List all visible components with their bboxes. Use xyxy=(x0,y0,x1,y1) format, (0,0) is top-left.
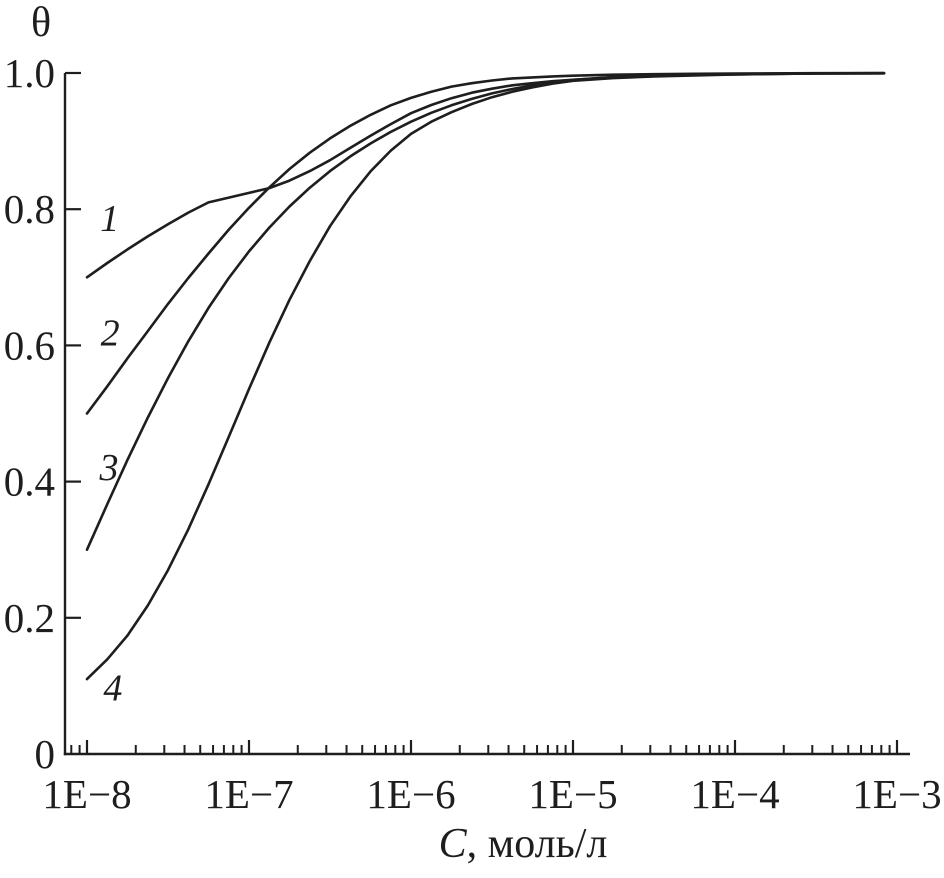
x-axis-title-units: , моль/л xyxy=(467,821,608,867)
y-tick-label: 0.4 xyxy=(4,459,55,505)
curve-4 xyxy=(85,72,886,681)
curve-label-3: 3 xyxy=(99,447,119,489)
x-tick-label: 1E−3 xyxy=(852,771,941,817)
y-axis-title: θ xyxy=(31,0,51,46)
y-tick-label: 0.2 xyxy=(4,595,55,641)
curve-3 xyxy=(85,71,886,552)
x-tick-label: 1E−8 xyxy=(42,771,131,817)
curve-2 xyxy=(85,71,886,415)
curve-label-4: 4 xyxy=(103,667,122,709)
y-tick-label: 0 xyxy=(35,731,56,777)
x-axis-title-symbol: C xyxy=(439,821,468,867)
curve-1 xyxy=(85,72,886,279)
x-tick-label: 1E−4 xyxy=(690,771,779,817)
axis-ticks xyxy=(65,71,899,754)
x-tick-label: 1E−7 xyxy=(204,771,293,817)
curve-label-1: 1 xyxy=(100,198,119,240)
axes xyxy=(63,73,910,756)
y-tick-label: 0.6 xyxy=(4,322,55,368)
curve-labels: 1 2 3 4 xyxy=(99,198,123,709)
x-tick-label: 1E−6 xyxy=(366,771,455,817)
curves xyxy=(85,71,886,681)
y-tick-label: 0.8 xyxy=(4,186,55,232)
y-tick-label: 1.0 xyxy=(4,50,55,96)
curve-label-2: 2 xyxy=(101,312,120,354)
x-tick-label: 1E−5 xyxy=(528,771,617,817)
tick-labels: 0 0.2 0.4 0.6 0.8 1.0 1E−8 1E−7 1E−6 1E−5 1E−4 1E−3 xyxy=(4,50,942,817)
x-axis-title: C, моль/л xyxy=(439,821,608,867)
